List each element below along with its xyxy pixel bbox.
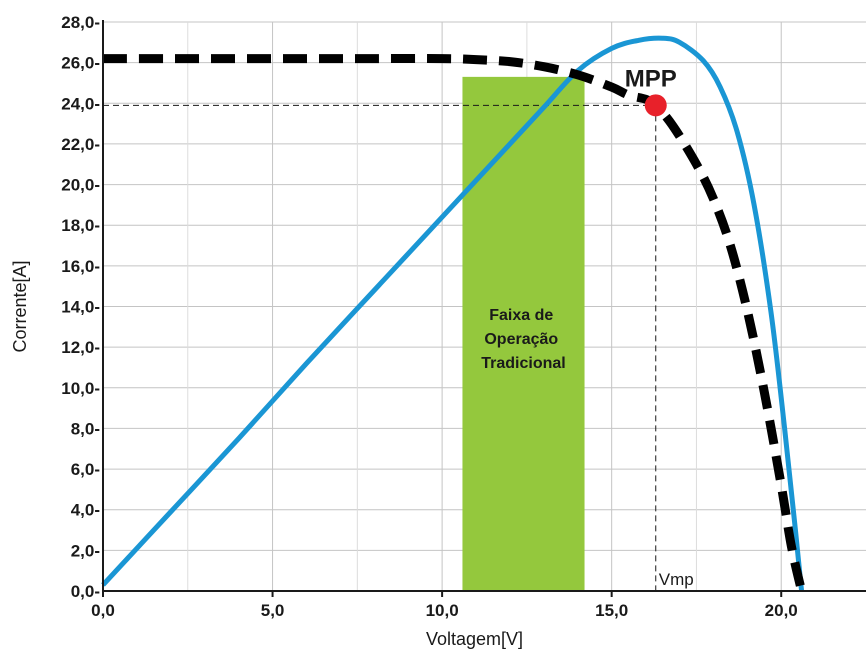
x-tick-label: 15,0 — [595, 601, 628, 620]
y-tick-label: 20,0- — [61, 176, 100, 195]
band-label: Faixa de Operação Tradicional — [481, 307, 565, 372]
y-tick-label: 24,0- — [61, 94, 100, 113]
mpp-reference-lines — [103, 104, 657, 591]
y-tick-label: 28,0- — [61, 13, 100, 32]
y-tick-label: 2,0- — [71, 541, 100, 560]
y-tick-label: 26,0- — [61, 54, 100, 73]
y-tick-label: 6,0- — [71, 460, 100, 479]
series-power-curve — [101, 35, 805, 592]
y-axis-label: Corrente[A] — [10, 260, 30, 352]
y-tick-label: 22,0- — [61, 135, 100, 154]
y-tick-label: 8,0- — [71, 419, 100, 438]
y-tick-label: 12,0- — [61, 338, 100, 357]
x-tick-label: 20,0 — [765, 601, 798, 620]
y-tick-label: 18,0- — [61, 216, 100, 235]
y-tick-label: 4,0- — [71, 501, 100, 520]
y-tick-label: 16,0- — [61, 257, 100, 276]
axes — [102, 20, 866, 597]
y-tick-label: 10,0- — [61, 379, 100, 398]
band-label-line-3: Tradicional — [481, 355, 565, 372]
series-iv-curve — [103, 54, 806, 593]
y-tick-label: 14,0- — [61, 298, 100, 317]
x-tick-label: 5,0 — [261, 601, 285, 620]
x-tick-labels: 0,0 5,0 10,0 15,0 20,0 — [91, 601, 798, 620]
y-tick-labels: 0,0- 2,0- 4,0- 6,0- 8,0- 10,0- 12,0- 14,0- 16,0-… — [61, 13, 100, 601]
traditional-operation-band — [462, 76, 585, 591]
band-label-line-2: Operação — [484, 331, 558, 348]
mpp-label: MPP — [625, 65, 677, 92]
band-label-line-1: Faixa de — [489, 307, 553, 324]
y-tick-label: 0,0- — [71, 582, 100, 601]
x-tick-label: 10,0 — [426, 601, 459, 620]
vmp-label: Vmp — [659, 570, 694, 589]
x-tick-label: 0,0 — [91, 601, 115, 620]
x-axis-label: Voltagem[V] — [426, 629, 523, 649]
mpp-point — [644, 94, 667, 117]
